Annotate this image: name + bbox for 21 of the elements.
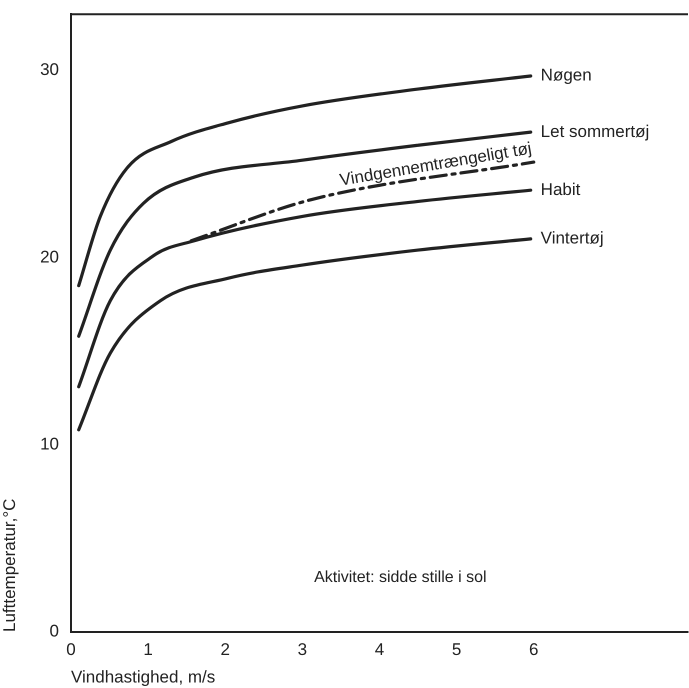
x-tick-label: 3: [298, 640, 308, 659]
series-label: Vintertøj: [540, 228, 604, 248]
y-tick-label: 0: [50, 622, 59, 641]
series-label: Nøgen: [540, 66, 592, 85]
x-axis-title: Vindhastighed, m/s: [71, 667, 216, 686]
line-series: [77, 237, 532, 432]
x-tick-label: 0: [66, 640, 76, 659]
y-tick-label: 10: [40, 434, 59, 454]
x-tick-label: 1: [143, 640, 153, 659]
y-tick-label: 20: [40, 247, 59, 266]
x-tick-label: 6: [529, 640, 538, 659]
x-tick-label: 5: [452, 640, 462, 659]
y-tick-label: 30: [40, 60, 59, 80]
x-tick-label: 4: [374, 640, 384, 659]
series-label: Let sommertøj: [540, 122, 650, 141]
series-label: Habit: [540, 180, 581, 199]
line-series: [77, 74, 532, 288]
line-series: [77, 130, 532, 338]
annotation: Aktivitet: sidde stille i sol: [314, 569, 487, 586]
y-axis-title: Lufttemperatur,°C: [0, 498, 19, 632]
x-tick-label: 2: [220, 640, 230, 659]
